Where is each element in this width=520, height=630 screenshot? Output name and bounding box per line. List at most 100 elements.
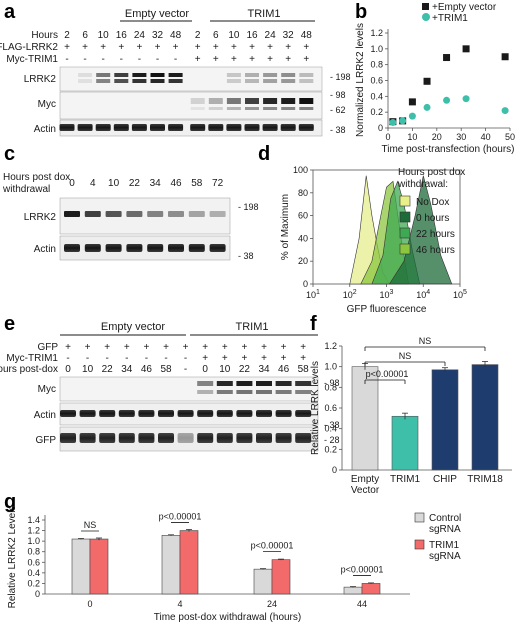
lane-myc-trim1-sign: +	[285, 54, 291, 65]
group-label-empty-vector: Empty vector	[125, 8, 190, 20]
blot-label-actin: Actin	[34, 124, 56, 135]
y-tick-label-d: 60	[298, 211, 308, 221]
y-axis-label-g: Relative LRRK2 Levels	[7, 506, 18, 609]
band-actin-c	[64, 244, 80, 252]
lane-gfp-sign: +	[261, 342, 267, 353]
sig-label-f: NS	[399, 351, 412, 361]
blot-label-lrrk2-c: LRRK2	[24, 212, 57, 223]
y-tick-label-g: 1.4	[27, 515, 40, 525]
band-actin	[95, 124, 111, 131]
x-tick-label-b: 0	[385, 132, 390, 142]
marker-98: - 98	[330, 90, 346, 100]
band-gfp-e	[256, 433, 272, 443]
blot-lrrk2	[59, 66, 323, 92]
band-lrrk2	[96, 73, 111, 77]
band-myc	[245, 98, 259, 104]
point-trim1	[462, 95, 470, 103]
lane-myc-trim1-sign-e: -	[145, 353, 148, 364]
bar-g	[161, 535, 181, 595]
lane-myc-trim1-sign: -	[65, 54, 68, 65]
lane-flag-lrrk2-sign: +	[267, 42, 273, 53]
y-tick-label-f: 0	[332, 465, 337, 475]
lane-myc-trim1-sign-e: +	[202, 353, 208, 364]
lane-flag-lrrk2-sign: +	[173, 42, 179, 53]
band-actin	[150, 124, 165, 131]
x-axis-label-b: Time post-transfection (hours)	[381, 144, 514, 155]
bar-g	[361, 583, 381, 595]
x-tick-label-d: 102	[343, 289, 357, 300]
lane-hours-label: 24	[265, 30, 277, 41]
marker-62: - 62	[330, 105, 346, 115]
scatter-chart-b: 0 0.2 0.4 0.6 0.8 1.0 1.2 0 10 20 30 40 50 Time post-…	[355, 2, 515, 155]
marker-98-e: - 98	[324, 378, 340, 388]
lane-gfp-sign: +	[163, 342, 169, 353]
y-tick-label-d: 0	[303, 279, 308, 289]
point-trim1	[399, 117, 407, 125]
lane-hours-label-c: 10	[108, 178, 120, 189]
lane-hours-label: 32	[283, 30, 295, 41]
lane-myc-trim1-sign-e: +	[281, 353, 287, 364]
legend-swatch-d	[399, 243, 411, 255]
panel-label-e: e	[4, 313, 15, 335]
y-axis-label-f: Relative LRRK levels	[310, 361, 321, 455]
sig-label-f: p<0.00001	[366, 369, 409, 379]
band-actin	[59, 124, 75, 131]
row-label-flag-lrrk2: FLAG-LRRK2	[0, 42, 58, 53]
row-label-myc-trim1: Myc-TRIM1	[6, 54, 58, 65]
band-lrrk2-c	[209, 211, 226, 217]
band-gfp-e	[197, 433, 214, 443]
lane-flag-lrrk2-sign: +	[285, 42, 291, 53]
panel-label-b: b	[355, 1, 367, 23]
band-lrrk2-lower	[299, 79, 314, 83]
band-lrrk2	[263, 73, 278, 77]
band-lrrk2-lower	[226, 79, 241, 83]
blot-panel-c: Hours post dox withdrawal 0 4 10 22 34 46 58 72…	[2, 172, 259, 261]
band-actin-c	[147, 244, 164, 252]
band-lrrk2	[168, 73, 183, 77]
band-gfp-e	[60, 433, 76, 443]
lane-myc-trim1-sign-e: -	[164, 353, 167, 364]
lane-myc-trim1-sign-e: -	[86, 353, 89, 364]
band-actin-c	[168, 244, 184, 252]
row-label-myc-trim1-e: Myc-TRIM1	[6, 353, 58, 364]
band-myc-e	[216, 381, 233, 386]
point-trim1	[423, 103, 431, 111]
legend-title-line-1: Hours post dox	[398, 167, 465, 178]
point-empty-vector	[462, 45, 470, 53]
lane-gfp-sign: +	[143, 342, 149, 353]
legend-label-d: No Dox	[416, 197, 449, 208]
blot-label-myc-e: Myc	[38, 384, 56, 395]
bar-g	[253, 568, 273, 595]
lane-gfp-sign: +	[65, 342, 71, 353]
y-tick-label-d: 40	[298, 233, 308, 243]
lane-hours-label-c: 72	[212, 178, 224, 189]
bar-f	[471, 364, 499, 471]
x-tick-label-g: 24	[267, 599, 277, 609]
row-label-hours-post-dox-e: Hours post-dox	[0, 364, 58, 375]
lane-flag-lrrk2-sign: +	[136, 42, 142, 53]
band-myc-e	[197, 381, 214, 386]
panel-label-c: c	[4, 143, 15, 165]
y-tick-label-g: 0.2	[27, 578, 40, 588]
lane-hours-label: 32	[152, 30, 164, 41]
band-actin	[113, 124, 129, 131]
x-tick-label-b: 20	[432, 132, 442, 142]
lane-myc-trim1-sign-e: +	[241, 353, 247, 364]
row-label-hours-post-dox: Hours post dox	[3, 172, 70, 183]
lane-hours-label-c: 34	[150, 178, 162, 189]
lane-flag-lrrk2-sign: +	[64, 42, 70, 53]
band-actin	[262, 124, 278, 131]
y-tick-label-g: 0	[35, 589, 40, 599]
y-tick-label-b: 0.4	[370, 91, 383, 101]
x-tick-label-b: 40	[481, 132, 491, 142]
x-tick-label-d: 105	[453, 289, 467, 300]
lane-hours-label-e: 34	[121, 364, 133, 375]
y-tick-label-b: 1.2	[370, 28, 383, 38]
lane-hours-label: 24	[134, 30, 146, 41]
sig-label-f: NS	[419, 336, 432, 346]
x-tick-label-f: CHIP	[433, 474, 457, 485]
band-myc-lower	[245, 107, 259, 110]
legend-swatch-trim1-g	[414, 539, 425, 550]
